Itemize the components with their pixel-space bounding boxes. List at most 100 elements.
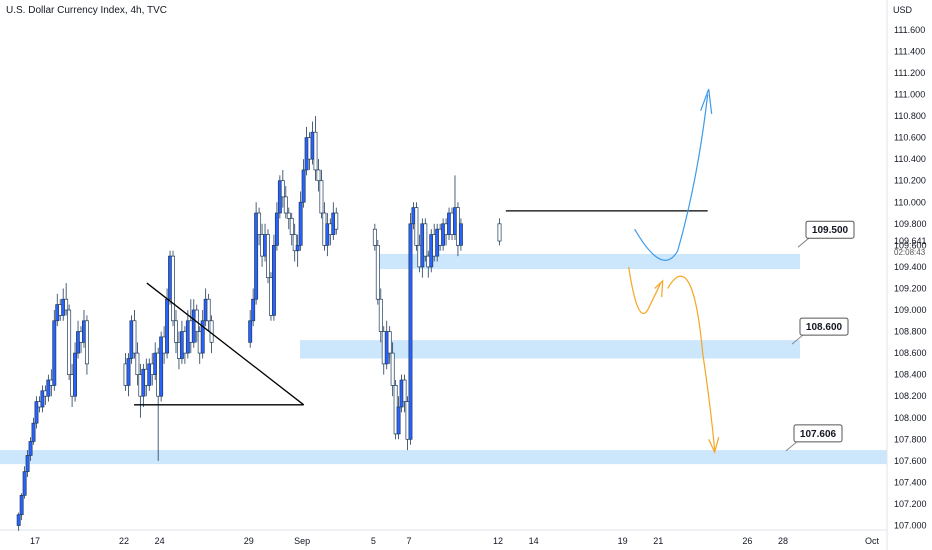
- level-zone: [300, 340, 800, 359]
- y-tick-label: 109.400: [894, 262, 927, 272]
- candle: [31, 417, 36, 445]
- x-tick-label: 7: [406, 536, 411, 546]
- level-callout-label: 108.600: [806, 322, 843, 333]
- x-tick-label: 26: [742, 536, 752, 546]
- candle: [19, 493, 24, 521]
- y-tick-label: 111.200: [894, 68, 925, 78]
- candle: [295, 234, 300, 267]
- level-callout-label: 107.606: [800, 429, 837, 440]
- y-tick-label: 108.600: [894, 348, 927, 358]
- y-tick-label: 107.400: [894, 477, 927, 487]
- x-tick-label: 29: [244, 536, 254, 546]
- candle: [292, 223, 297, 262]
- candle: [28, 437, 33, 461]
- candle: [73, 342, 78, 402]
- y-tick-label: 107.000: [894, 521, 927, 531]
- callout-pointer: [791, 333, 805, 345]
- candle: [22, 466, 27, 499]
- candle: [52, 310, 57, 391]
- candle: [387, 326, 392, 364]
- current-price-label: 109.641: [894, 236, 927, 246]
- level-zone: [0, 450, 800, 465]
- level-callout-box: [805, 220, 855, 239]
- candle: [283, 186, 288, 219]
- level-callout-box: [793, 424, 843, 443]
- candle: [301, 159, 306, 208]
- candle: [408, 213, 413, 445]
- y-tick-label: 110.800: [894, 111, 926, 121]
- candle: [414, 202, 419, 251]
- candle: [34, 396, 39, 429]
- y-tick-label: 110.600: [894, 133, 926, 143]
- candle: [16, 512, 21, 531]
- level-zone: [380, 253, 800, 270]
- candle: [132, 310, 137, 359]
- bearish-pullback-arrow: [628, 266, 662, 315]
- triangle-top-line: [146, 282, 305, 406]
- x-tick-label: 17: [30, 536, 40, 546]
- bullish-arrow-head: [700, 88, 713, 114]
- y-tick-label: 108.400: [894, 370, 927, 380]
- y-tick-label: 111.000: [894, 90, 925, 100]
- candle: [84, 315, 89, 375]
- candle: [40, 385, 45, 413]
- currency-label: USD: [893, 5, 913, 15]
- y-tick-label: 109.200: [894, 283, 927, 293]
- countdown-label: 02:08:43: [894, 248, 926, 257]
- x-tick-label: Sep: [294, 536, 310, 546]
- y-tick-label: 107.600: [894, 456, 927, 466]
- bearish-arrow-head: [708, 436, 720, 454]
- y-tick-label: 111.600: [894, 25, 925, 35]
- candle: [271, 234, 276, 321]
- bearish-projection-arrow: [667, 275, 716, 451]
- bearish-pullback-arrow-head: [654, 279, 664, 298]
- y-tick-label: 108.800: [894, 327, 927, 337]
- callout-pointer: [797, 236, 811, 248]
- candle: [251, 288, 256, 327]
- candle: [64, 283, 69, 316]
- candle: [248, 310, 253, 348]
- y-tick-label: 110.400: [894, 154, 926, 164]
- x-tick-label: 28: [778, 536, 788, 546]
- y-tick-label: 108.200: [894, 391, 927, 401]
- candle: [254, 202, 259, 305]
- candle: [206, 293, 211, 332]
- candle: [286, 207, 291, 230]
- y-tick-label: 110.000: [894, 197, 926, 207]
- y-tick-label: 109.600: [894, 240, 927, 250]
- candle: [372, 223, 377, 251]
- level-callout-label: 109.500: [812, 225, 849, 236]
- candle: [159, 331, 164, 402]
- candle: [171, 250, 175, 327]
- candle: [390, 342, 395, 397]
- x-tick-label: 5: [371, 536, 376, 546]
- x-tick-label: 12: [493, 536, 503, 546]
- candle: [334, 207, 339, 235]
- candle: [126, 353, 131, 397]
- y-tick-label: 111.400: [894, 46, 925, 56]
- candle: [135, 342, 140, 386]
- y-tick-label: 109.000: [894, 305, 927, 315]
- x-tick-label: 24: [155, 536, 165, 546]
- candle: [402, 374, 407, 413]
- x-tick-label: 22: [119, 536, 129, 546]
- candle: [25, 450, 30, 478]
- candle: [375, 239, 380, 305]
- candle: [423, 218, 428, 262]
- candle: [274, 202, 279, 251]
- candle: [46, 374, 51, 402]
- chart-title: U.S. Dollar Currency Index, 4h, TVC: [6, 5, 167, 16]
- candle: [257, 207, 262, 246]
- candle: [396, 396, 401, 440]
- y-tick-label: 110.200: [894, 176, 926, 186]
- candle: [313, 116, 318, 181]
- y-tick-label: 107.200: [894, 499, 927, 509]
- candle: [67, 304, 72, 381]
- x-tick-label: 14: [529, 536, 539, 546]
- y-tick-label: 107.800: [894, 434, 927, 444]
- x-tick-label: 21: [653, 536, 663, 546]
- candle: [497, 218, 502, 246]
- candle: [316, 159, 321, 192]
- candle: [266, 229, 270, 284]
